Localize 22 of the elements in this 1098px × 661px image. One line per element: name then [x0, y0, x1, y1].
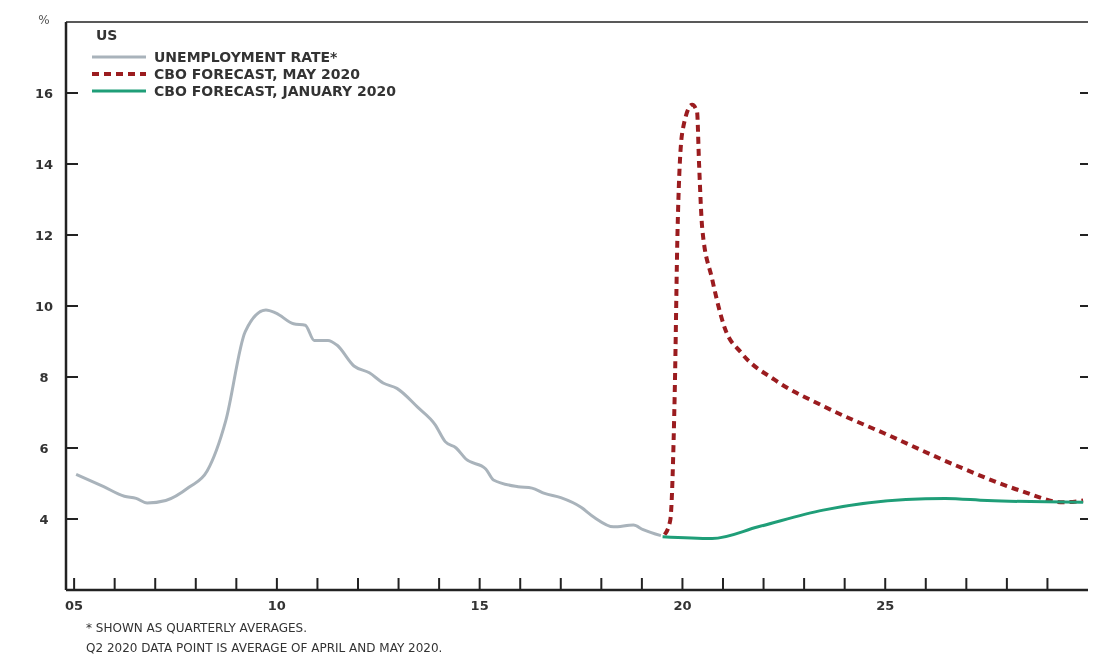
y-axis-title: %	[38, 13, 50, 28]
y-tick-label: 8	[39, 369, 49, 385]
text: * SHOWN AS QUARTERLY AVERAGES.	[86, 621, 307, 635]
y-tick-label: 4	[39, 511, 49, 527]
line-series	[661, 496, 1085, 541]
x-tick-label: 15	[470, 598, 489, 613]
y-tick-label: 16	[34, 85, 54, 101]
legend-title: US	[96, 27, 118, 43]
legend-label: UNEMPLOYMENT RATE*	[154, 48, 339, 65]
text: Q2 2020 DATA POINT IS AVERAGE OF APRIL AND MAY 2020.	[86, 641, 443, 655]
y-tick-label: 14	[34, 156, 54, 172]
y-tick-label: 12	[34, 227, 54, 243]
line-series	[662, 102, 1086, 537]
x-tick-label: 05	[65, 598, 84, 613]
x-tick-label: 20	[673, 598, 692, 613]
x-tick-label: 10	[267, 598, 286, 613]
y-tick-label: 10	[34, 298, 54, 314]
legend-label: CBO FORECAST, JANUARY 2020	[154, 82, 397, 99]
x-tick-label: 25	[876, 598, 895, 613]
legend-label: CBO FORECAST, MAY 2020	[154, 65, 361, 82]
line-series	[74, 308, 663, 538]
y-tick-label: 6	[39, 440, 49, 456]
